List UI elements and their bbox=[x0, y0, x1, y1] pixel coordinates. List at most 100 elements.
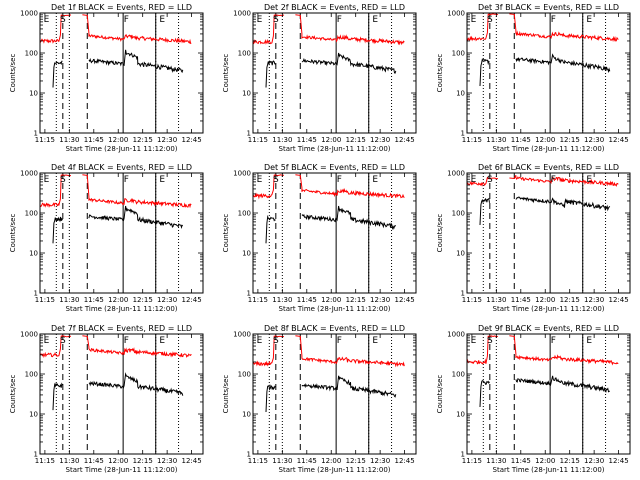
x-tick-label: 12:45 bbox=[394, 296, 414, 304]
series-events-black bbox=[479, 196, 611, 226]
x-tick-label: 11:15 bbox=[462, 296, 482, 304]
y-axis-label: Counts/sec bbox=[9, 375, 17, 414]
series-events-black bbox=[479, 375, 610, 408]
y-tick-label: 100 bbox=[25, 371, 38, 379]
x-tick-label: 12:30 bbox=[370, 296, 390, 304]
marker-label: E bbox=[257, 336, 263, 346]
x-axis-label: Start Time (28-Jun-11 11:12:00) bbox=[279, 466, 391, 474]
marker-label: E bbox=[257, 15, 263, 25]
x-tick-label: 11:45 bbox=[297, 296, 317, 304]
x-tick-label: 12:30 bbox=[584, 457, 604, 465]
y-tick-label: 1 bbox=[34, 130, 38, 138]
y-tick-label: 1 bbox=[247, 130, 251, 138]
marker-label: S bbox=[60, 336, 66, 346]
x-axis-label: Start Time (28-Jun-11 11:12:00) bbox=[279, 305, 391, 313]
y-tick-label: 1000 bbox=[233, 331, 251, 339]
marker-label: F bbox=[337, 336, 342, 346]
x-tick-label: 11:30 bbox=[486, 457, 506, 465]
series-events-black bbox=[52, 205, 183, 244]
series-events-black bbox=[52, 49, 184, 88]
y-tick-label: 100 bbox=[238, 210, 251, 218]
x-tick-label: 11:15 bbox=[248, 457, 268, 465]
x-tick-label: 12:30 bbox=[157, 457, 177, 465]
y-tick-label: 100 bbox=[452, 210, 465, 218]
y-tick-label: 1 bbox=[461, 130, 465, 138]
plot-frame bbox=[252, 12, 417, 134]
panel-title: Det 8f BLACK = Events, RED = LLD bbox=[264, 324, 405, 333]
x-tick-label: 12:45 bbox=[608, 296, 628, 304]
x-tick-label: 12:15 bbox=[560, 136, 580, 144]
panel-title: Det 6f BLACK = Events, RED = LLD bbox=[478, 163, 619, 172]
plot-frame bbox=[39, 172, 204, 294]
y-axis-label: Counts/sec bbox=[436, 214, 444, 253]
x-tick-label: 12:45 bbox=[181, 296, 201, 304]
x-tick-label: 11:30 bbox=[59, 296, 79, 304]
x-tick-label: 12:00 bbox=[108, 136, 128, 144]
x-axis-label: Start Time (28-Jun-11 11:12:00) bbox=[493, 305, 605, 313]
x-tick-label: 12:00 bbox=[535, 136, 555, 144]
series-lld-red bbox=[40, 335, 192, 359]
marker-label: E bbox=[44, 175, 50, 185]
y-tick-label: 10 bbox=[456, 250, 465, 258]
y-tick-label: 1000 bbox=[447, 331, 465, 339]
panel-title: Det 9f BLACK = Events, RED = LLD bbox=[478, 324, 619, 333]
marker-label: E bbox=[586, 15, 592, 25]
x-tick-label: 12:00 bbox=[108, 457, 128, 465]
x-tick-label: 12:15 bbox=[133, 296, 153, 304]
marker-label: E bbox=[44, 15, 50, 25]
marker-label: E bbox=[471, 336, 477, 346]
y-tick-label: 1 bbox=[34, 290, 38, 298]
y-tick-label: 100 bbox=[25, 210, 38, 218]
marker-label: E bbox=[471, 15, 477, 25]
x-tick-label: 12:30 bbox=[157, 296, 177, 304]
panel-title: Det 3f BLACK = Events, RED = LLD bbox=[478, 3, 619, 12]
marker-label: F bbox=[124, 15, 129, 25]
series-lld-red bbox=[253, 335, 405, 368]
x-axis-label: Start Time (28-Jun-11 11:12:00) bbox=[493, 466, 605, 474]
y-axis-label: Counts/sec bbox=[436, 375, 444, 414]
series-lld-red bbox=[253, 174, 405, 200]
x-tick-label: 11:45 bbox=[511, 296, 531, 304]
x-tick-label: 12:00 bbox=[321, 136, 341, 144]
x-tick-label: 11:15 bbox=[462, 136, 482, 144]
plot-frame bbox=[466, 12, 631, 134]
x-tick-label: 12:15 bbox=[133, 136, 153, 144]
x-tick-label: 11:45 bbox=[84, 457, 104, 465]
marker-label: E bbox=[372, 175, 378, 185]
y-tick-label: 10 bbox=[242, 250, 251, 258]
plot-frame bbox=[39, 12, 204, 134]
panel-title: Det 2f BLACK = Events, RED = LLD bbox=[264, 3, 405, 12]
x-tick-label: 12:45 bbox=[608, 136, 628, 144]
plot-frame bbox=[39, 333, 204, 455]
series-lld-red bbox=[40, 174, 192, 209]
panel-title: Det 4f BLACK = Events, RED = LLD bbox=[51, 163, 192, 172]
y-tick-label: 1 bbox=[247, 451, 251, 459]
series-lld-red bbox=[467, 174, 619, 187]
x-tick-label: 11:15 bbox=[35, 296, 55, 304]
marker-label: E bbox=[586, 175, 592, 185]
x-tick-label: 11:45 bbox=[84, 296, 104, 304]
marker-label: S bbox=[273, 336, 279, 346]
marker-label: S bbox=[273, 175, 279, 185]
plot-frame bbox=[466, 172, 631, 294]
x-tick-label: 12:45 bbox=[394, 457, 414, 465]
marker-label: E bbox=[471, 175, 477, 185]
marker-label: E bbox=[159, 15, 165, 25]
x-tick-label: 12:45 bbox=[181, 136, 201, 144]
y-tick-label: 100 bbox=[238, 371, 251, 379]
x-tick-label: 12:15 bbox=[346, 296, 366, 304]
x-tick-label: 11:30 bbox=[272, 296, 292, 304]
x-tick-label: 11:45 bbox=[84, 136, 104, 144]
x-tick-label: 11:30 bbox=[59, 457, 79, 465]
y-tick-label: 10 bbox=[29, 250, 38, 258]
y-axis-label: Counts/sec bbox=[222, 375, 230, 414]
marker-label: F bbox=[124, 175, 129, 185]
marker-label: F bbox=[124, 336, 129, 346]
x-tick-label: 11:15 bbox=[35, 136, 55, 144]
